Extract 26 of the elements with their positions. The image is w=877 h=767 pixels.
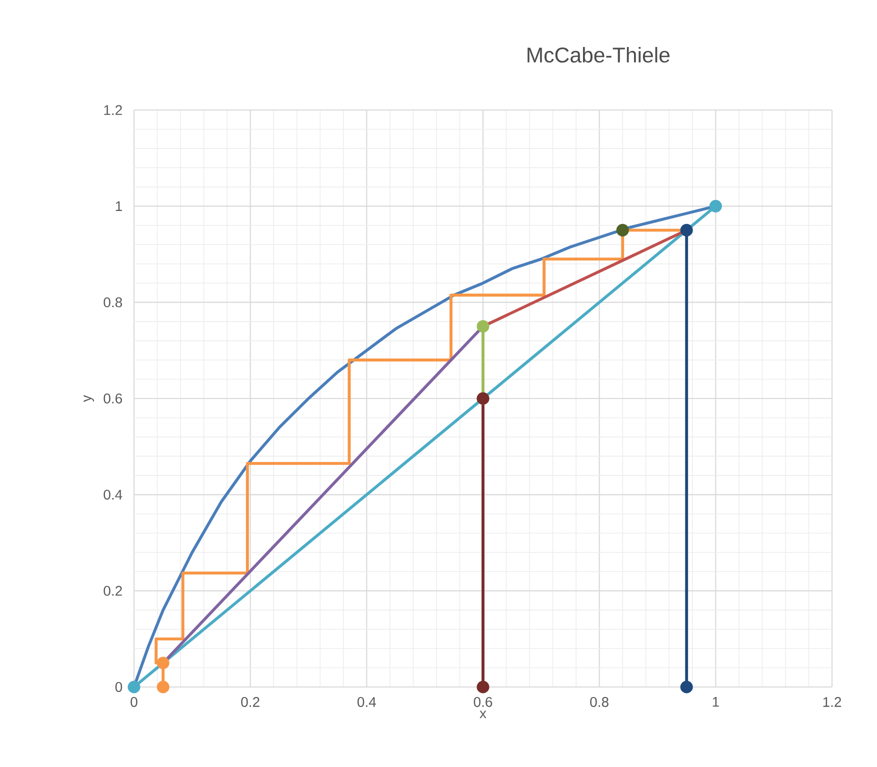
y-tick-label: 0.4 xyxy=(104,490,122,500)
point xyxy=(616,224,629,236)
x-tick-label: 0.4 xyxy=(357,697,376,707)
point xyxy=(680,224,693,236)
x-tick-label: 0.6 xyxy=(474,697,492,707)
point xyxy=(156,656,170,670)
point xyxy=(128,680,140,694)
y-tick-label: 0.8 xyxy=(104,297,122,308)
y-tick-label: 0 xyxy=(115,682,122,692)
y-tick-label: 1.2 xyxy=(104,105,122,115)
point xyxy=(476,320,490,333)
chart-title: McCabe-Thiele xyxy=(528,46,670,63)
y-axis-title: y xyxy=(84,395,94,402)
point xyxy=(156,680,170,694)
x-tick-label: 1.2 xyxy=(823,697,842,707)
x-tick-label: 0.8 xyxy=(590,697,608,707)
y-tick-label: 1 xyxy=(116,201,122,211)
x-tick-label: 0.2 xyxy=(241,697,260,707)
point xyxy=(476,680,490,694)
point xyxy=(709,200,722,212)
y-tick-label: 0.2 xyxy=(104,586,122,596)
point xyxy=(680,680,693,694)
x-tick-label: 0 xyxy=(130,697,138,707)
x-axis-title: x xyxy=(480,710,486,718)
x-tick-label: 1 xyxy=(712,697,719,707)
y-tick-label: 0.6 xyxy=(104,394,122,404)
